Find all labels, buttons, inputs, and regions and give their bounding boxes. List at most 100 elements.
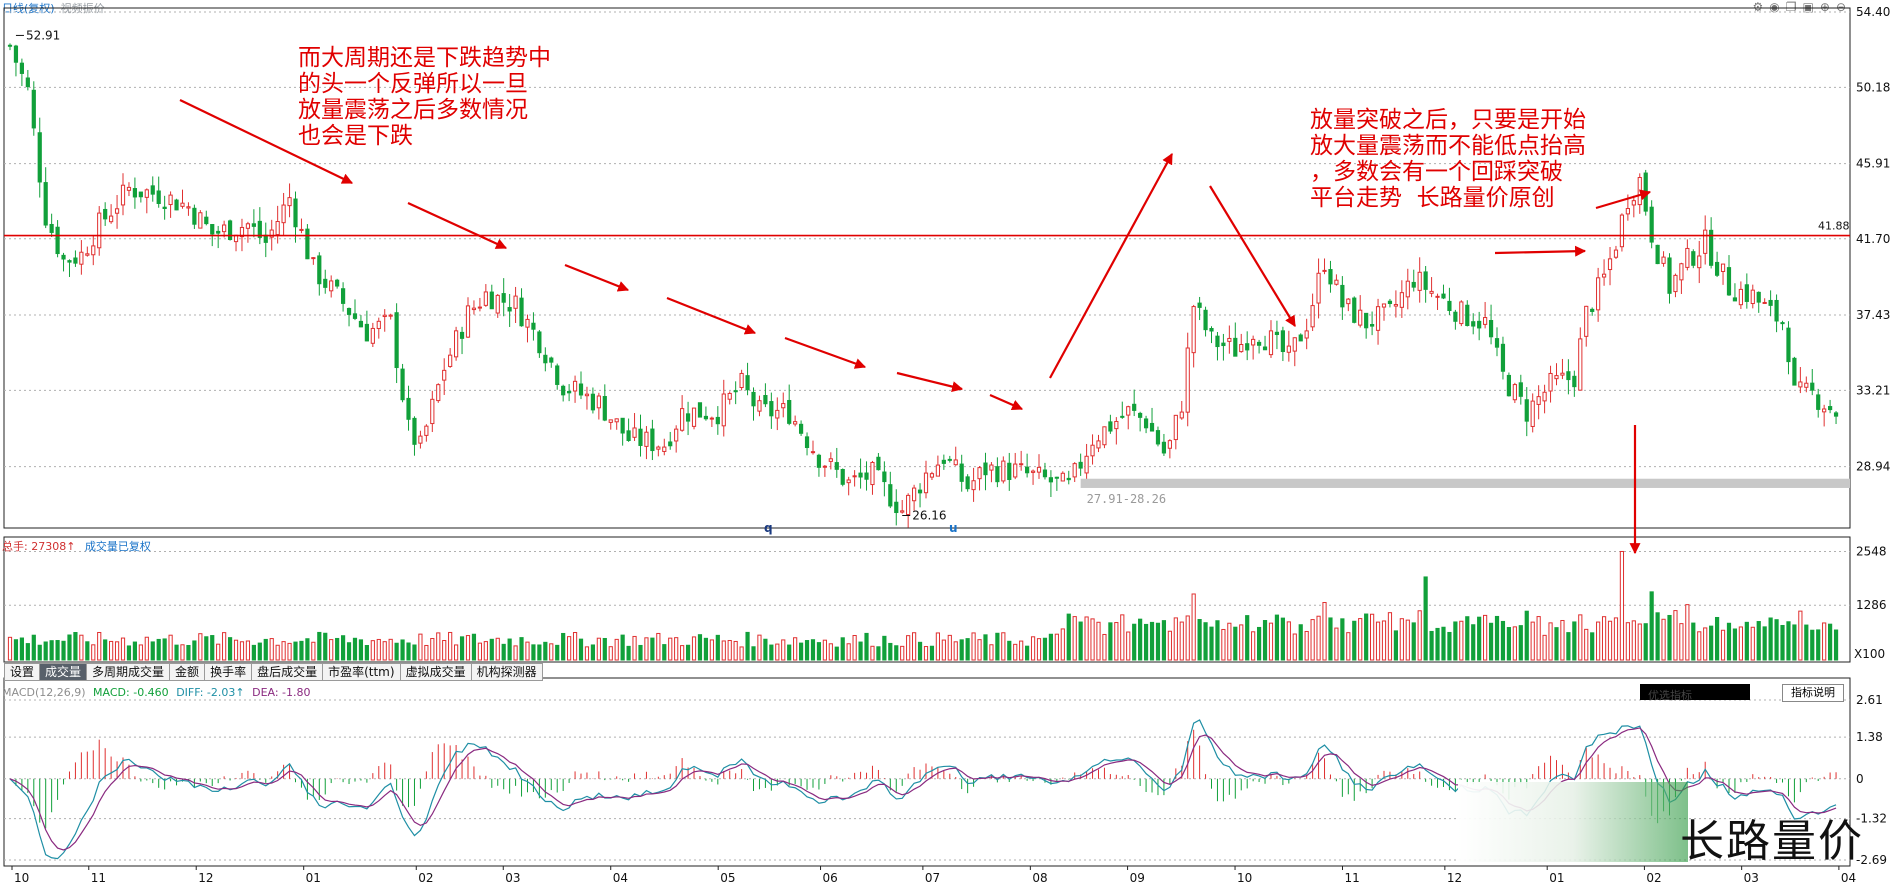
tab-1[interactable]: 成交量 xyxy=(40,663,88,681)
settings-icon[interactable]: ⚙ xyxy=(1752,0,1770,14)
tab-7[interactable]: 虚拟成交量 xyxy=(400,663,472,681)
candle-body xyxy=(1126,406,1131,416)
candle-body xyxy=(638,428,643,446)
high-label: 52.91 xyxy=(26,28,60,42)
diff-value: DIFF: -2.03 xyxy=(176,686,236,699)
volume-bar xyxy=(216,643,221,661)
tab-5[interactable]: 盘后成交量 xyxy=(252,663,324,681)
tab-0[interactable]: 设置 xyxy=(4,663,41,681)
volume-bar xyxy=(1774,619,1779,661)
volume-bar xyxy=(489,638,494,661)
volume-bar xyxy=(227,637,233,661)
preferred-indicator-label: 优选指标 xyxy=(1648,689,1692,702)
zoom-out-icon[interactable]: ⊖ xyxy=(1835,0,1852,14)
candle-body xyxy=(204,216,209,225)
volume-bar xyxy=(941,639,946,661)
panel-frame-1 xyxy=(3,536,1851,663)
eye-icon[interactable]: ◉ xyxy=(1769,0,1786,14)
volume-bar xyxy=(245,640,251,661)
annotation-arrow xyxy=(1049,153,1173,379)
volume-bar xyxy=(668,637,673,661)
volume-bar xyxy=(1477,616,1482,661)
candle-body xyxy=(239,226,245,238)
tab-8[interactable]: 机构探测器 xyxy=(471,663,543,681)
volume-bar xyxy=(269,638,274,661)
candle-body xyxy=(293,198,298,228)
volume-bar xyxy=(233,639,239,661)
candle-body xyxy=(567,390,572,394)
annotation-right: 放量突破之后，只要是开始 放大量震荡而不能低点抬高 ，多数会有一个回踩突破 平台… xyxy=(1310,107,1586,211)
volume-bar xyxy=(888,642,893,661)
tab-4[interactable]: 换手率 xyxy=(205,663,253,681)
candle-body xyxy=(281,204,286,224)
candle-body xyxy=(1167,440,1172,449)
candle-body xyxy=(448,354,453,367)
candle-body xyxy=(1590,308,1595,312)
candle-body xyxy=(471,307,477,311)
window-icon[interactable]: ▣ xyxy=(1802,0,1820,14)
candle-body xyxy=(1512,384,1517,401)
volume-bar xyxy=(1179,621,1184,661)
candle-body xyxy=(1381,303,1387,308)
volume-bar xyxy=(323,632,328,661)
volume-bar xyxy=(691,636,697,661)
volume-bar xyxy=(1494,615,1500,661)
volume-bar xyxy=(620,634,625,661)
zoom-in-icon[interactable]: ⊕ xyxy=(1819,0,1836,14)
candle-body xyxy=(43,182,48,226)
volume-bar xyxy=(1054,633,1059,661)
candle-body xyxy=(995,466,1000,483)
volume-bar xyxy=(1292,633,1297,661)
candle-body xyxy=(1631,200,1636,206)
volume-bar xyxy=(1078,621,1083,661)
volume-bar xyxy=(1655,612,1660,661)
tab-3[interactable]: 金额 xyxy=(170,663,206,681)
volume-bar xyxy=(1346,632,1351,661)
volume-bar xyxy=(763,638,768,661)
candle-body xyxy=(1447,300,1452,312)
candle-body xyxy=(810,451,816,454)
volume-bar xyxy=(25,643,30,661)
month-label: 11 xyxy=(91,871,106,885)
volume-bar xyxy=(412,644,417,661)
macd-tick-label: 2.61 xyxy=(1856,693,1883,707)
tab-6[interactable]: 市盈率(ttm) xyxy=(323,663,401,681)
candle-body xyxy=(1256,341,1262,346)
volume-bar xyxy=(959,639,964,661)
candle-body xyxy=(1304,330,1309,339)
volume-bar xyxy=(1132,623,1137,661)
volume-bar xyxy=(448,631,453,661)
candle-body xyxy=(85,253,90,256)
candle-body xyxy=(1102,426,1107,446)
volume-bar xyxy=(311,641,316,661)
candle-body xyxy=(424,425,429,436)
candle-body xyxy=(1280,330,1285,353)
indicator-help-button[interactable]: 指标说明 xyxy=(1782,684,1844,702)
annotation-arrow xyxy=(989,393,1024,411)
volume-bar xyxy=(335,637,340,661)
candle-body xyxy=(953,459,958,466)
volume-bar xyxy=(1417,610,1422,661)
volume-bar xyxy=(126,645,132,661)
volume-bar xyxy=(882,635,887,661)
volume-bar xyxy=(906,635,911,661)
volume-bar xyxy=(174,644,179,661)
volume-unit: X100 xyxy=(1854,647,1885,661)
copy-icon[interactable]: ❐ xyxy=(1785,0,1803,14)
toolbar-icons[interactable]: ⚙◉❐▣⊕⊖ xyxy=(1753,0,1852,14)
candle-body xyxy=(394,312,399,369)
tab-2[interactable]: 多周期成交量 xyxy=(87,663,171,681)
volume-bar xyxy=(1316,615,1321,661)
volume-bar xyxy=(650,637,655,661)
candle-body xyxy=(126,186,132,191)
preferred-indicator-button[interactable]: 优选指标 xyxy=(1640,684,1750,702)
volume-bar xyxy=(1673,610,1678,661)
macd-name[interactable]: MACD(12,26,9) xyxy=(2,686,86,699)
candle-body xyxy=(1685,247,1690,268)
candle-body xyxy=(1262,346,1268,351)
volume-bar xyxy=(935,632,940,661)
volume-bar xyxy=(1506,627,1512,661)
volume-bar xyxy=(370,640,375,661)
annotation-arrow xyxy=(666,296,757,335)
volume-bar xyxy=(97,631,102,661)
